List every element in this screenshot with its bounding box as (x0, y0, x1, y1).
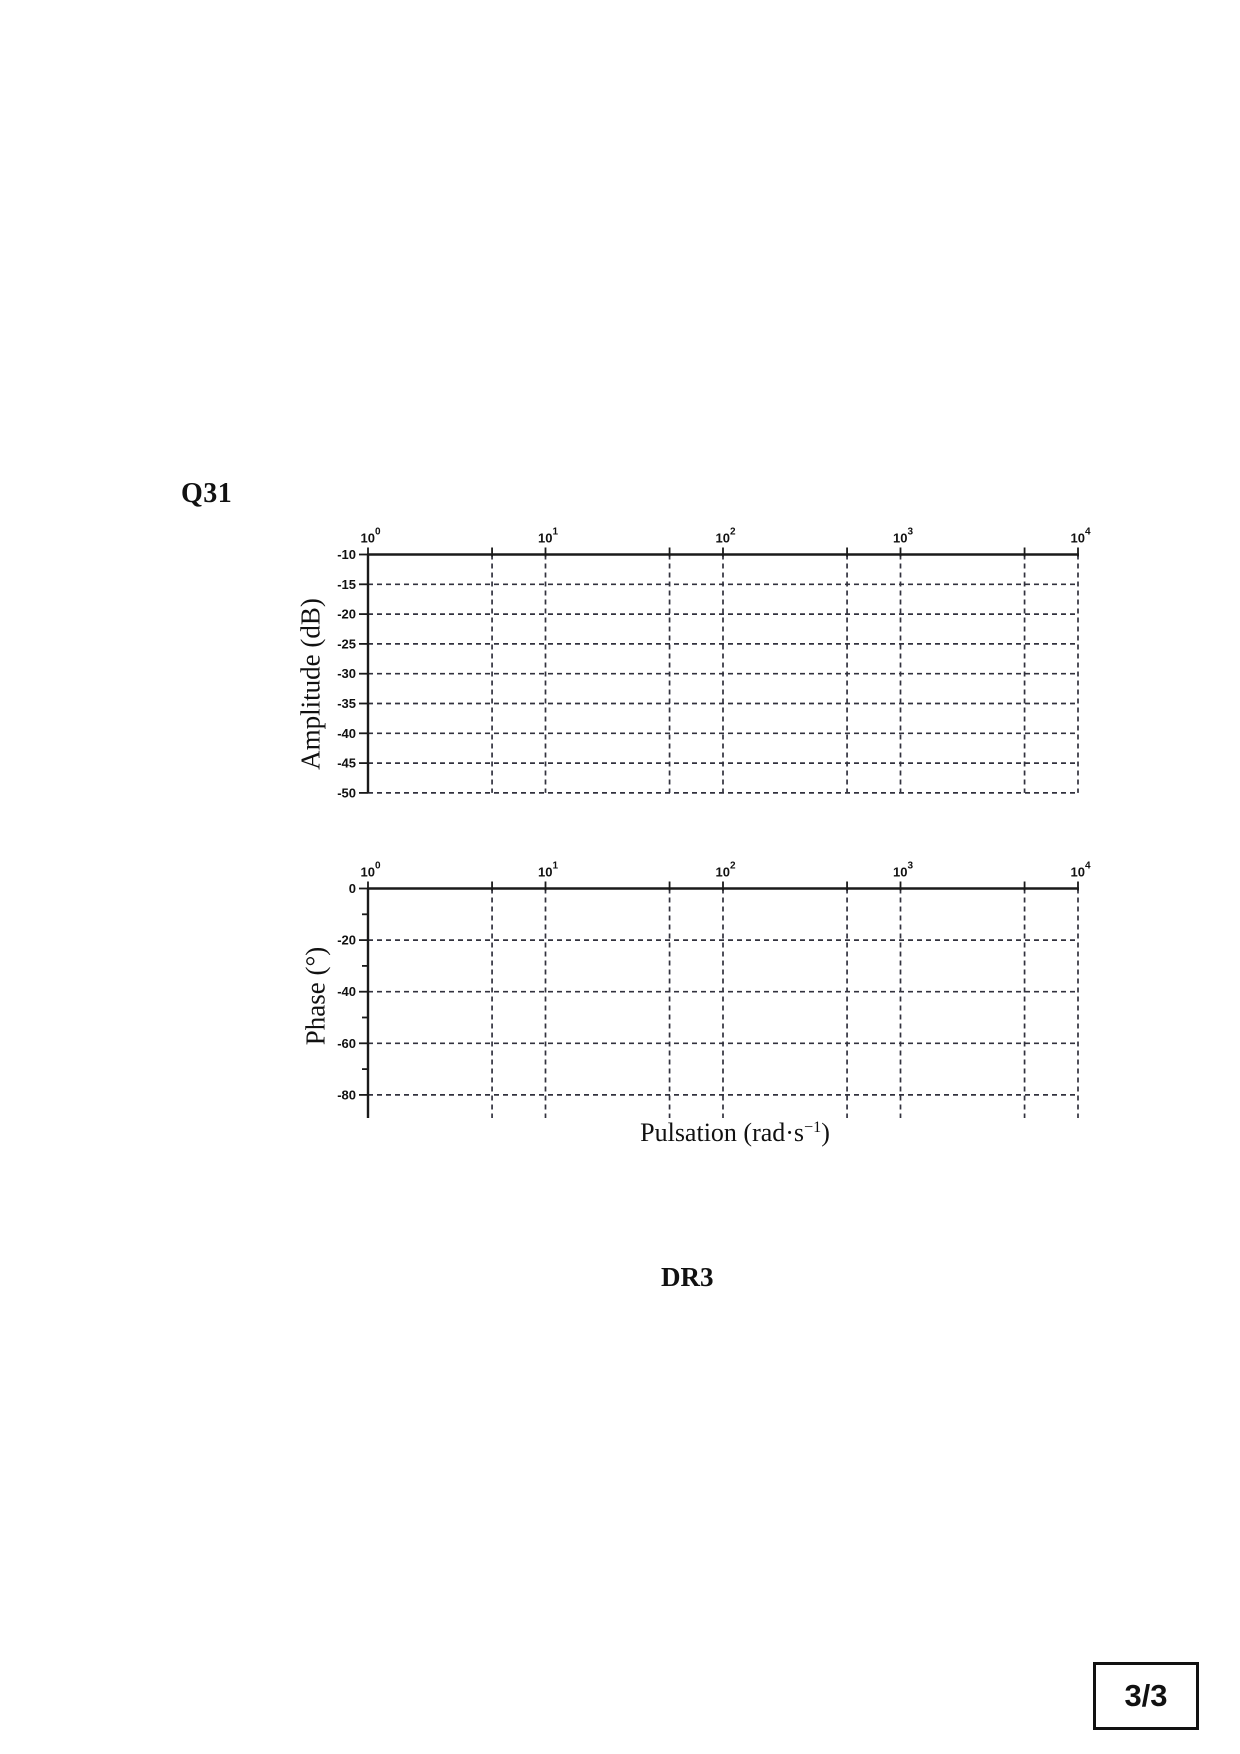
amp-x-tick-label-base: 10 (538, 531, 552, 546)
amp-y-tick-label: -50 (337, 785, 356, 800)
amp-x-tick-label-exp: 1 (553, 527, 559, 538)
phase-x-tick-label-exp: 3 (908, 861, 914, 872)
phase-y-tick-label: -20 (337, 933, 356, 948)
pulsation-axis-title: Pulsation (rad·s−1) (640, 1118, 830, 1148)
page-number: 3/3 (1124, 1678, 1168, 1713)
reference-label: DR3 (661, 1262, 714, 1292)
phase-x-tick-label-base: 10 (716, 865, 730, 880)
page-number-box: 3/3 (1093, 1662, 1199, 1730)
xlabel-text: Pulsation (rad·s (640, 1118, 805, 1147)
amp-x-tick-label-base: 10 (1071, 531, 1085, 546)
amp-y-tick-label: -40 (337, 726, 356, 741)
amplitude-axis-title: Amplitude (dB) (295, 598, 326, 770)
phase-y-tick-label: -40 (337, 984, 356, 999)
phase-x-tick-label-base: 10 (1071, 865, 1085, 880)
phase-x-tick-label-base: 10 (361, 865, 375, 880)
amp-x-tick-label-exp: 2 (730, 527, 736, 538)
amp-x-tick-label-base: 10 (893, 531, 907, 546)
amp-x-tick-label-base: 10 (361, 531, 375, 546)
xlabel-superscript: −1 (804, 1119, 822, 1137)
amp-y-tick-label: -25 (337, 636, 356, 651)
amp-y-tick-label: -45 (337, 756, 356, 771)
xlabel-close-paren: ) (821, 1118, 830, 1147)
amp-x-tick-label-base: 10 (716, 531, 730, 546)
phase-x-tick-label-exp: 4 (1085, 861, 1091, 872)
phase-x-tick-label-exp: 0 (375, 861, 381, 872)
amp-x-tick-label-exp: 4 (1085, 527, 1091, 538)
question-label: Q31 (181, 478, 233, 509)
phase-x-tick-label-exp: 2 (730, 861, 736, 872)
amp-y-tick-label: -15 (337, 577, 356, 592)
phase-y-tick-label: -80 (337, 1087, 356, 1102)
amp-y-tick-label: -35 (337, 696, 356, 711)
amp-x-tick-label-exp: 0 (375, 527, 381, 538)
phase-x-tick-label-base: 10 (538, 865, 552, 880)
phase-axis-title: Phase (°) (300, 946, 331, 1046)
amp-y-tick-label: -30 (337, 666, 356, 681)
phase-y-tick-label: -60 (337, 1036, 356, 1051)
phase-y-tick-label: 0 (349, 881, 356, 896)
amp-y-tick-label: -20 (337, 607, 356, 622)
amp-x-tick-label-exp: 3 (908, 527, 914, 538)
amp-y-tick-label: -10 (337, 547, 356, 562)
phase-x-tick-label-base: 10 (893, 865, 907, 880)
phase-x-tick-label-exp: 1 (553, 861, 559, 872)
